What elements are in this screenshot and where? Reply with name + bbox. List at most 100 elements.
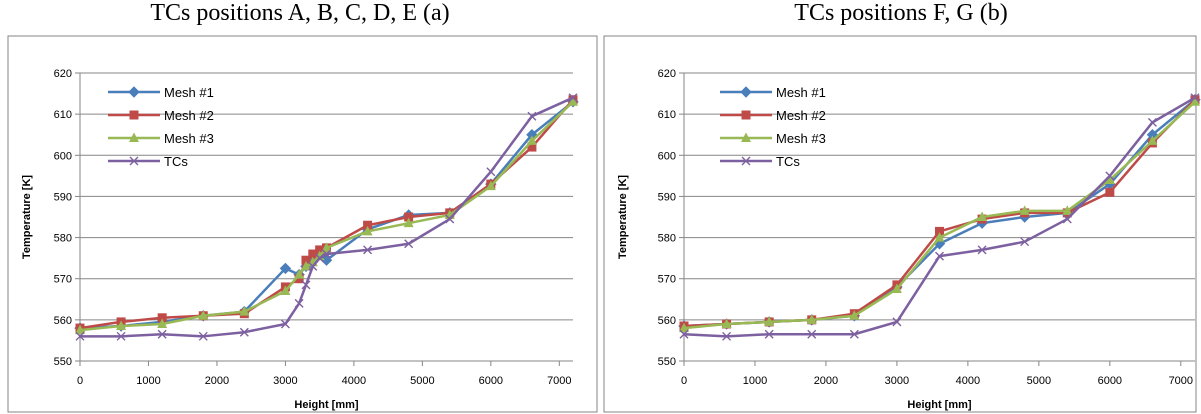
data-point <box>526 135 537 145</box>
data-point <box>116 320 127 331</box>
legend-label: Mesh #3 <box>776 131 826 146</box>
legend-marker <box>129 132 139 142</box>
chart-b-ytick-label: 570 <box>658 274 676 286</box>
chart-b-xtick-label: 2000 <box>814 375 838 387</box>
data-point <box>239 306 250 316</box>
data-point <box>1020 237 1030 247</box>
data-point <box>198 331 208 341</box>
chart-a-ytick-label: 600 <box>54 150 72 162</box>
data-point <box>315 253 325 263</box>
legend-marker <box>128 86 140 98</box>
chart-a-series-tcs <box>75 93 578 341</box>
chart-b-series-mesh-3 <box>679 96 1200 333</box>
chart-b-xtick-label: 4000 <box>956 375 980 387</box>
data-point <box>198 310 209 320</box>
legend-marker <box>741 156 751 166</box>
data-point <box>977 245 987 255</box>
data-point <box>1147 117 1157 127</box>
chart-a-xtick-label: 3000 <box>273 375 297 387</box>
data-point <box>301 280 311 290</box>
data-point <box>1105 187 1115 197</box>
data-point <box>403 217 414 228</box>
chart-b-ytick-label: 590 <box>658 191 676 203</box>
data-point <box>935 251 944 261</box>
chart-a-xtick-label: 1000 <box>136 375 160 387</box>
data-point <box>807 329 817 339</box>
data-point <box>116 331 126 341</box>
data-point <box>300 260 311 271</box>
legend-marker <box>129 156 139 166</box>
data-point <box>892 317 902 327</box>
chart-b: 550 560 570 580 590 600 610 620 0 1000 2000 3000 400… <box>603 35 1201 413</box>
data-point <box>294 298 304 308</box>
chart-a-x-axis-title: Height [mm] <box>294 399 359 411</box>
data-point <box>294 269 305 279</box>
legend-label: Mesh #3 <box>164 131 214 146</box>
chart-b-y-axis-title: Temperature [K] <box>617 175 629 259</box>
chart-b-series-tcs <box>679 93 1200 341</box>
data-point <box>315 245 325 255</box>
data-point <box>722 331 732 341</box>
data-point <box>1062 205 1073 215</box>
chart-b-ytick-label: 560 <box>658 315 676 327</box>
legend-marker <box>741 110 751 120</box>
data-point <box>977 211 988 221</box>
data-point <box>239 327 249 337</box>
legend-label: Mesh #2 <box>164 108 214 123</box>
data-point <box>806 314 817 324</box>
data-point <box>1190 96 1200 106</box>
chart-b-xtick-label: 3000 <box>885 375 909 387</box>
data-point <box>321 242 332 252</box>
legend-label: TCs <box>776 154 800 169</box>
chart-b-xtick-label: 0 <box>681 375 687 387</box>
chart-b-frame <box>603 35 1197 413</box>
data-point <box>75 331 85 341</box>
chart-b-xtick-label: 5000 <box>1027 375 1051 387</box>
legend-marker <box>129 110 139 120</box>
data-point <box>935 226 944 236</box>
legend-label: Mesh #2 <box>776 108 826 123</box>
legend-label: Mesh #1 <box>776 85 826 100</box>
chart-a-xtick-label: 5000 <box>410 375 434 387</box>
chart-a-xtick-label: 6000 <box>479 375 503 387</box>
chart-b-legend: Mesh #1 Mesh #2 Mesh #3 TCs <box>720 85 826 169</box>
chart-b-ytick-label: 550 <box>658 356 676 368</box>
chart-a-ytick-label: 570 <box>54 274 72 286</box>
chart-b-xtick-label: 6000 <box>1098 375 1122 387</box>
data-point <box>568 93 578 103</box>
data-point <box>891 283 902 293</box>
data-point <box>280 285 291 296</box>
legend-marker <box>741 132 751 142</box>
data-point <box>363 245 373 255</box>
data-point <box>280 319 290 329</box>
data-point <box>1062 214 1072 224</box>
chart-a-ytick-label: 620 <box>54 68 72 80</box>
chart-a-y-axis-title: Temperature [K] <box>21 175 33 259</box>
data-point <box>527 142 537 152</box>
chart-a-title: TCs positions A, B, C, D, E (a) <box>150 0 450 26</box>
data-point <box>527 111 537 121</box>
chart-a-xtick-label: 0 <box>77 375 83 387</box>
chart-a-ytick-label: 550 <box>54 356 72 368</box>
data-point <box>934 232 945 242</box>
data-point <box>279 262 292 275</box>
data-point <box>157 329 167 339</box>
data-point <box>721 318 732 328</box>
data-point <box>849 329 859 339</box>
chart-a: 550 560 570 580 590 600 610 620 0 1000 2000 3000 400… <box>7 35 598 413</box>
chart-a-ytick-label: 610 <box>54 109 72 121</box>
chart-b-x-axis-title: Height [mm] <box>907 399 972 411</box>
data-point <box>301 255 311 265</box>
chart-b-title: TCs positions F, G (b) <box>794 0 1008 26</box>
data-point <box>322 249 331 259</box>
legend-label: Mesh #1 <box>164 85 214 100</box>
data-point <box>362 225 373 236</box>
chart-b-ytick-label: 620 <box>658 68 676 80</box>
data-point <box>764 316 775 326</box>
data-point <box>1190 93 1200 103</box>
data-point <box>445 214 455 224</box>
data-point <box>404 239 414 249</box>
legend-marker <box>740 86 752 98</box>
chart-b-ytick-label: 580 <box>658 233 676 245</box>
